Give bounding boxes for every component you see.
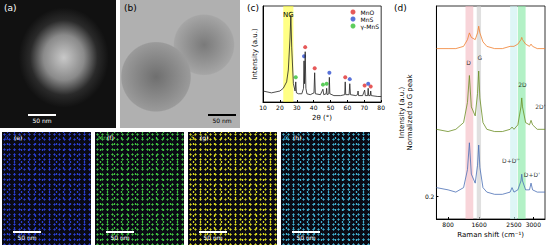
svg-text:Intensity (a.u.): Intensity (a.u.) <box>251 28 259 80</box>
svg-text:2D: 2D <box>518 81 527 88</box>
svg-text:0.2: 0.2 <box>425 193 435 200</box>
svg-text:10: 10 <box>259 104 267 111</box>
html-text:50 nm: 50 nm <box>212 117 232 124</box>
html-text:O: O <box>284 134 289 141</box>
html-text:(g): (g) <box>200 134 209 141</box>
html-text:50 nm: 50 nm <box>32 117 52 124</box>
svg-text:20: 20 <box>276 104 284 111</box>
svg-text:50: 50 <box>327 104 335 111</box>
html-text:(e): (e) <box>14 134 23 141</box>
svg-text:2500: 2500 <box>506 221 521 228</box>
svg-text:60: 60 <box>344 104 352 111</box>
svg-text:NG: NG <box>283 11 294 19</box>
html-text:(a): (a) <box>4 3 17 13</box>
svg-text:D+D'': D+D'' <box>502 157 520 164</box>
svg-text:D: D <box>466 59 471 66</box>
html-text:(h): (h) <box>293 134 302 141</box>
svg-text:3000: 3000 <box>526 221 541 228</box>
svg-text:MnO: MnO <box>360 9 374 16</box>
svg-text:2D': 2D' <box>535 103 545 110</box>
html-text:(c): (c) <box>247 3 259 13</box>
svg-text:γ-MnS: γ-MnS <box>360 23 379 31</box>
svg-text:1600: 1600 <box>471 221 486 228</box>
svg-text:2θ (°): 2θ (°) <box>312 114 332 122</box>
html-text:50 nm: 50 nm <box>17 234 37 241</box>
svg-text:800: 800 <box>442 221 454 228</box>
html-text:50 nm: 50 nm <box>110 234 130 241</box>
svg-text:70: 70 <box>360 104 368 111</box>
svg-text:MnS: MnS <box>360 16 373 23</box>
html-text:50 nm: 50 nm <box>203 234 223 241</box>
html-text:C: C <box>5 134 10 141</box>
html-text:50 nm: 50 nm <box>296 234 316 241</box>
svg-text:40: 40 <box>310 104 318 111</box>
svg-text:Raman shift (cm⁻¹): Raman shift (cm⁻¹) <box>457 231 524 239</box>
html-text:S: S <box>191 134 195 141</box>
svg-text:D+D': D+D' <box>524 171 540 178</box>
svg-text:80: 80 <box>377 104 385 111</box>
svg-text:G: G <box>478 54 483 61</box>
svg-text:Normalized to G peak: Normalized to G peak <box>406 74 414 151</box>
html-text:(d): (d) <box>394 3 407 13</box>
html-text:Mn (f): Mn (f) <box>98 134 114 141</box>
svg-text:Intensity (a.u.): Intensity (a.u.) <box>398 87 406 139</box>
svg-text:30: 30 <box>293 104 301 111</box>
html-text:(b): (b) <box>124 3 137 13</box>
